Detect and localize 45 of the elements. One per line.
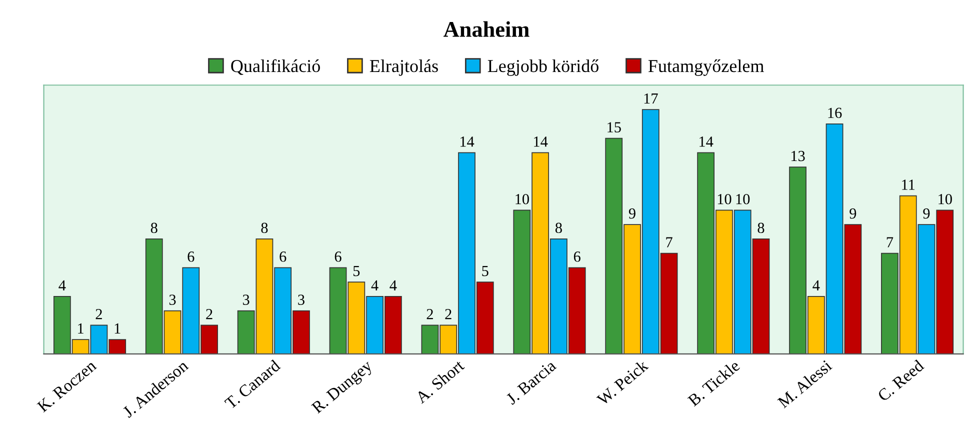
legend-label: Legjobb köridő <box>488 59 598 76</box>
data-label: 16 <box>828 108 842 118</box>
data-label: 2 <box>445 309 452 320</box>
data-label: 3 <box>242 294 250 305</box>
data-label: 1 <box>78 323 84 334</box>
data-label: 2 <box>426 309 433 320</box>
data-label: 14 <box>534 136 548 147</box>
data-label: 15 <box>608 122 621 132</box>
data-label: 5 <box>353 266 360 276</box>
data-label: 4 <box>58 280 66 290</box>
data-label: 4 <box>390 280 397 290</box>
data-label: 6 <box>334 252 342 262</box>
data-label: 4 <box>812 280 820 290</box>
data-label: 10 <box>718 194 732 204</box>
data-label: 17 <box>644 93 658 104</box>
data-label: 3 <box>298 294 304 305</box>
data-label: 6 <box>188 252 194 262</box>
data-label: 11 <box>902 180 915 190</box>
data-label: 8 <box>150 222 158 234</box>
data-label: 7 <box>666 237 672 248</box>
legend-label: Elrajtolás <box>370 59 438 76</box>
data-label: 2 <box>96 309 102 320</box>
data-label: 2 <box>206 309 212 320</box>
data-label: 6 <box>280 252 286 262</box>
data-label: 6 <box>574 252 580 262</box>
legend-label: Qualifikáció <box>231 59 320 75</box>
data-label: 10 <box>938 194 952 204</box>
data-label: 9 <box>628 208 636 219</box>
data-label: 5 <box>482 266 488 276</box>
data-label: 8 <box>758 222 764 234</box>
chart-title: Anaheim <box>444 21 530 37</box>
data-label: 1 <box>114 323 120 334</box>
legend-label: Futamgyőzelem <box>648 59 764 76</box>
data-label: 8 <box>261 222 268 234</box>
data-label: 4 <box>371 280 378 290</box>
data-label: 8 <box>555 222 562 234</box>
data-label: 9 <box>850 208 856 219</box>
data-label: 3 <box>169 294 176 305</box>
data-label: 7 <box>886 237 894 248</box>
data-label: 14 <box>460 136 474 147</box>
data-label: 10 <box>516 194 529 204</box>
data-label: 10 <box>736 194 750 204</box>
data-label: 9 <box>923 208 930 219</box>
data-label: 14 <box>700 136 714 147</box>
data-label: 13 <box>791 150 805 162</box>
